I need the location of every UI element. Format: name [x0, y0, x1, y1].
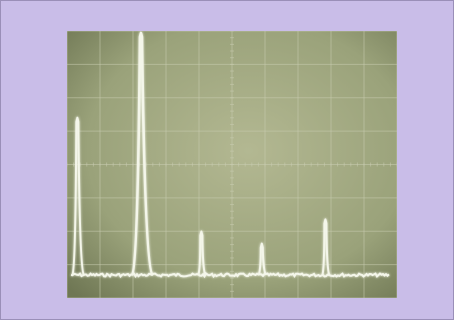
spectrum-peak: [321, 218, 331, 276]
trace-baseline: [70, 272, 390, 279]
oscilloscope-screen: [67, 31, 397, 298]
spectrum-peak: [197, 230, 207, 276]
spectrum-peak: [130, 31, 154, 277]
spectrum-trace: [70, 31, 390, 279]
oscilloscope-display: [67, 31, 397, 298]
graticule-grid: [67, 31, 397, 298]
spectrum-peak: [257, 242, 267, 276]
spectrum-peak: [71, 116, 85, 276]
